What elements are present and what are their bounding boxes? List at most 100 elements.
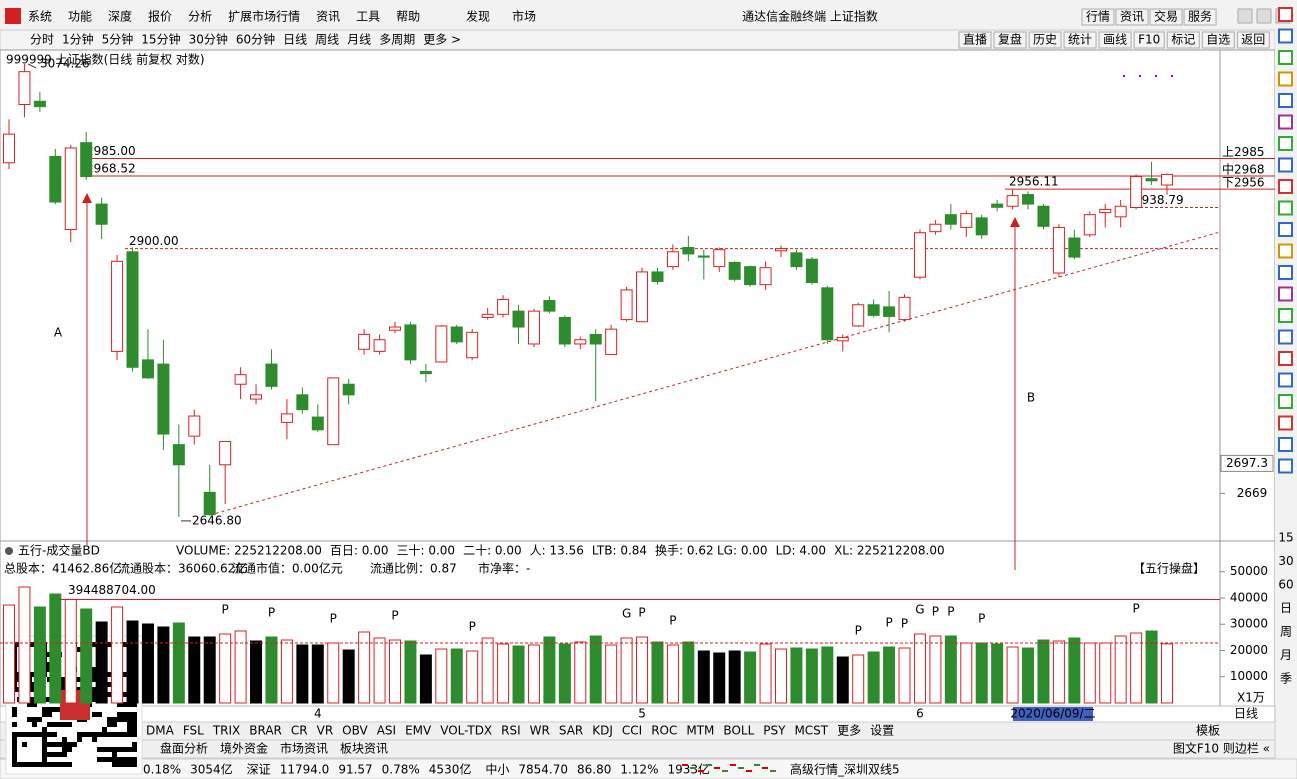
top-button[interactable]: 服务: [1188, 9, 1212, 24]
logo: [5, 8, 21, 24]
indicator-tab[interactable]: 更多: [837, 724, 861, 738]
side-icon[interactable]: [1278, 351, 1293, 366]
indicator-tab[interactable]: PSY: [763, 724, 786, 738]
signal: G: [622, 606, 631, 620]
side-icon[interactable]: [1278, 329, 1293, 345]
side-icon[interactable]: [1278, 71, 1293, 87]
candle-body: [620, 289, 633, 321]
bottom-tab[interactable]: 板块资讯: [340, 742, 388, 756]
period-button[interactable]: 分时: [30, 33, 54, 47]
indicator-tab[interactable]: CR: [291, 724, 308, 738]
side-icon[interactable]: [1278, 7, 1293, 22]
indicator-tab[interactable]: VOL-TDX: [440, 724, 492, 738]
side-period[interactable]: 15: [1278, 531, 1293, 545]
side-period[interactable]: 月: [1280, 648, 1292, 662]
bottom-tab[interactable]: 盘面分析: [160, 741, 208, 756]
indicator-tab[interactable]: BRAR: [249, 724, 282, 738]
indicator-tab[interactable]: WR: [530, 724, 550, 738]
period-button[interactable]: 5分钟: [102, 32, 134, 47]
side-icon[interactable]: [1278, 372, 1293, 388]
side-icon[interactable]: [1278, 28, 1293, 44]
qr-cell: [42, 737, 47, 742]
side-icon[interactable]: [1278, 458, 1293, 474]
indicator-tab[interactable]: KDJ: [592, 724, 613, 738]
side-period[interactable]: 30: [1278, 554, 1293, 568]
indicator-tab[interactable]: ASI: [377, 724, 396, 738]
period-button[interactable]: 15分钟: [141, 32, 180, 47]
side-period[interactable]: 60: [1278, 578, 1293, 592]
indicator-tab[interactable]: CCI: [622, 724, 642, 738]
qr-cell: [12, 707, 17, 712]
candle-body: [713, 249, 726, 268]
indicator-tab[interactable]: OBV: [342, 724, 368, 738]
signal: P: [330, 612, 337, 626]
side-icon[interactable]: [1278, 179, 1293, 194]
tool-button[interactable]: 历史: [1033, 33, 1057, 47]
window-control[interactable]: [1237, 8, 1253, 24]
volume-bar: [651, 641, 664, 704]
period-button[interactable]: 日线: [283, 33, 307, 47]
tool-button[interactable]: 复盘: [998, 32, 1022, 47]
bottom-tab[interactable]: 市场资讯: [280, 741, 328, 756]
side-icon[interactable]: [1278, 265, 1293, 280]
period-button[interactable]: 月线: [347, 33, 371, 47]
period-button[interactable]: 30分钟: [189, 32, 228, 47]
volume-bar: [991, 643, 1004, 704]
indicator-tab[interactable]: FSL: [183, 724, 204, 738]
side-period[interactable]: 日: [1280, 601, 1292, 615]
indicator-tab[interactable]: EMV: [405, 724, 432, 738]
tool-button[interactable]: 直播: [963, 33, 987, 47]
indicator-tab[interactable]: BOLL: [723, 724, 754, 738]
bottom-tab[interactable]: 境外资金: [220, 741, 268, 756]
volume-bar: [589, 635, 602, 704]
top-button[interactable]: 交易: [1154, 9, 1178, 24]
indicator-tab[interactable]: SAR: [559, 724, 583, 738]
period-button[interactable]: 60分钟: [236, 32, 275, 47]
side-icon[interactable]: [1278, 136, 1293, 151]
side-icon[interactable]: [1278, 243, 1293, 259]
candle-body: [991, 203, 1004, 208]
qr-cell: [117, 747, 122, 752]
tool-button[interactable]: 返回: [1241, 33, 1265, 47]
top-button[interactable]: 行情: [1086, 10, 1110, 24]
side-icon[interactable]: [1278, 415, 1293, 431]
indicator-tab[interactable]: TRIX: [212, 724, 240, 738]
side-period[interactable]: 季: [1280, 672, 1292, 686]
tool-button[interactable]: 自选: [1206, 33, 1230, 47]
side-icon[interactable]: [1278, 157, 1293, 173]
readout: LG: 0.00: [717, 544, 768, 558]
sidebar-toggle[interactable]: 图文F10 则边栏 «: [1173, 741, 1270, 756]
tool-button[interactable]: 标记: [1171, 33, 1195, 47]
period-button[interactable]: 1分钟: [62, 32, 94, 47]
side-icon[interactable]: [1278, 114, 1293, 130]
indicator-tab[interactable]: DMA: [146, 724, 175, 738]
side-icon[interactable]: [1278, 200, 1293, 216]
side-period[interactable]: 周: [1280, 625, 1292, 639]
side-icon[interactable]: [1278, 222, 1293, 237]
indicator-tab[interactable]: MCST: [794, 724, 828, 738]
top-button[interactable]: 资讯: [1120, 10, 1144, 24]
period-button[interactable]: 周线: [315, 33, 339, 47]
tool-button[interactable]: F10: [1138, 33, 1160, 47]
indicator-tab[interactable]: ROC: [651, 724, 677, 738]
tool-button[interactable]: 统计: [1068, 33, 1092, 47]
period-button[interactable]: 更多 >: [423, 33, 461, 47]
marker-dot: [1122, 74, 1126, 78]
period-select[interactable]: 日线: [1234, 707, 1258, 721]
window-control[interactable]: [1256, 8, 1272, 24]
side-icon[interactable]: [1278, 50, 1293, 65]
template-button[interactable]: 模板: [1196, 724, 1220, 738]
indicator-tab[interactable]: MTM: [686, 724, 714, 738]
indicator-tab[interactable]: VR: [317, 724, 334, 738]
side-icon[interactable]: [1278, 394, 1293, 409]
side-icon[interactable]: [1278, 286, 1293, 302]
side-icon[interactable]: [1278, 437, 1293, 452]
volume-bar: [389, 639, 401, 704]
indicator-tab[interactable]: RSI: [501, 724, 521, 738]
period-button[interactable]: 多周期: [379, 33, 415, 47]
signal: P: [391, 608, 398, 622]
indicator-tab[interactable]: 设置: [870, 724, 894, 738]
tool-button[interactable]: 画线: [1103, 33, 1127, 47]
side-icon[interactable]: [1278, 308, 1293, 323]
side-icon[interactable]: [1278, 93, 1293, 108]
